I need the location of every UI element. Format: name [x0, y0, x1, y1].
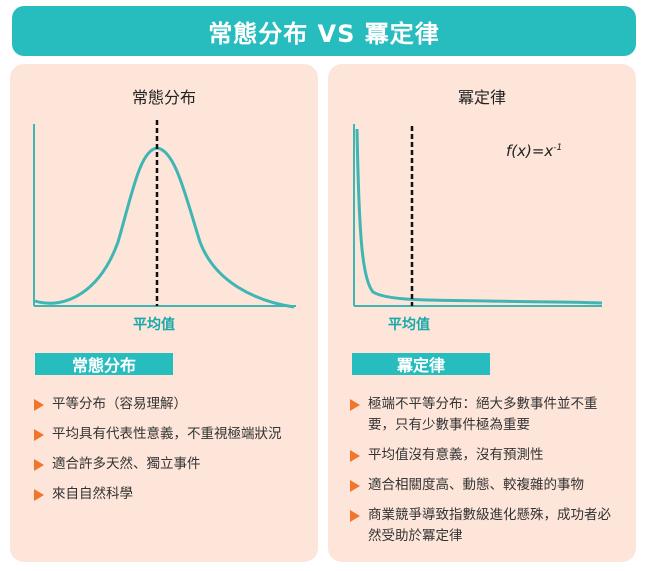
page-title: 常態分布 VS 冪定律 [208, 19, 440, 48]
bullet-arrow-icon [34, 429, 44, 441]
power-bullet-item: 適合相關度高、動態、較複雜的事物 [350, 475, 622, 496]
power-law-panel: 冪定律 f(x)=x-1 平均值 冪定律 極端不平等分布：絕大多數事件並不重要，… [328, 64, 636, 562]
bullet-arrow-icon [34, 399, 44, 411]
normal-panel-title: 常態分布 [131, 88, 196, 107]
power-law-curve [355, 128, 603, 305]
bullet-arrow-icon [350, 450, 360, 462]
power-panel-title: 冪定律 [457, 88, 506, 107]
normal-distribution-panel: 常態分布 平均值 常態分布 平等分布（容易理解） 平均具有代表性意義，不重視極端… [10, 64, 318, 562]
normal-bullet-item: 平等分布（容易理解） [34, 394, 306, 415]
bullet-arrow-icon [350, 480, 360, 492]
power-section-tag: 冪定律 [352, 353, 490, 375]
normal-bullet-item: 適合許多天然、獨立事件 [34, 454, 306, 475]
bullet-arrow-icon [350, 399, 360, 411]
bullet-arrow-icon [34, 459, 44, 471]
normal-bullet-list: 平等分布（容易理解） 平均具有代表性意義，不重視極端狀況 適合許多天然、獨立事件… [34, 394, 306, 514]
power-law-formula: f(x)=x-1 [506, 142, 563, 160]
title-banner: 常態分布 VS 冪定律 [12, 6, 636, 56]
power-bullet-list: 極端不平等分布：絕大多數事件並不重要，只有少數事件極為重要 平均值沒有意義，沒有… [350, 394, 622, 556]
normal-section-tag: 常態分布 [35, 353, 173, 375]
power-law-plot [353, 124, 603, 307]
power-bullet-item: 商業競爭導致指數級進化懸殊，成功者必然受助於冪定律 [350, 505, 622, 547]
normal-bullet-item: 來自自然科學 [34, 484, 306, 505]
normal-bell-curve [34, 146, 295, 309]
normal-bullet-item: 平均具有代表性意義，不重視極端狀況 [34, 424, 306, 445]
power-mean-caption: 平均值 [388, 317, 430, 333]
power-bullet-item: 極端不平等分布：絕大多數事件並不重要，只有少數事件極為重要 [350, 394, 622, 436]
normal-mean-caption: 平均值 [133, 317, 175, 333]
bullet-arrow-icon [34, 489, 44, 501]
power-bullet-item: 平均值沒有意義，沒有預測性 [350, 445, 622, 466]
normal-distribution-plot [33, 120, 296, 309]
bullet-arrow-icon [350, 510, 360, 522]
